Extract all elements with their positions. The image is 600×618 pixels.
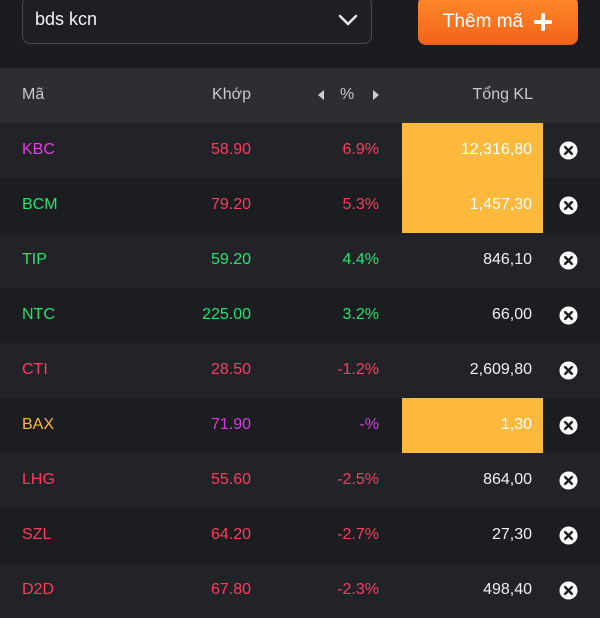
symbol-code[interactable]: CTI: [22, 361, 48, 378]
add-symbol-button[interactable]: Thêm mã: [418, 0, 578, 45]
remove-icon[interactable]: [559, 306, 578, 325]
total-volume: 1,457,30: [469, 196, 532, 213]
symbol-code[interactable]: KBC: [22, 141, 55, 158]
match-price: 67.80: [210, 581, 251, 598]
symbol-code[interactable]: BCM: [22, 196, 58, 213]
total-volume: 2,609,80: [469, 361, 532, 378]
table-row[interactable]: BCM 79.20 5.3% 1,457,30: [0, 178, 600, 233]
header-price[interactable]: Khớp: [212, 86, 251, 103]
table-row[interactable]: BAX 71.90 -% 1,30: [0, 398, 600, 453]
total-volume: 498,40: [483, 581, 532, 598]
match-price: 58.90: [210, 141, 251, 158]
watchlist-select[interactable]: bds kcn: [22, 0, 372, 44]
volume-highlight: [402, 123, 543, 178]
total-volume: 27,30: [491, 526, 532, 543]
table-row[interactable]: KBC 58.90 6.9% 12,316,80: [0, 123, 600, 178]
plus-icon: [534, 12, 553, 31]
match-price: 71.90: [210, 416, 251, 433]
match-price: 64.20: [210, 526, 251, 543]
volume-highlight: [402, 178, 543, 233]
table-row[interactable]: TIP 59.20 4.4% 846,10: [0, 233, 600, 288]
symbol-code[interactable]: LHG: [22, 471, 55, 488]
symbol-code[interactable]: BAX: [22, 416, 55, 433]
header-code[interactable]: Mã: [22, 86, 45, 103]
top-bar: bds kcn Thêm mã: [0, 0, 600, 68]
table-row[interactable]: D2D 67.80 -2.3% 498,40: [0, 563, 600, 618]
volume-highlight: [402, 398, 543, 453]
remove-icon[interactable]: [559, 471, 578, 490]
total-volume: 1,30: [500, 416, 532, 433]
watchlist-select-value: bds kcn: [35, 9, 98, 29]
percent-change: 3.2%: [342, 306, 379, 323]
header-percent[interactable]: %: [340, 86, 355, 103]
table-row[interactable]: LHG 55.60 -2.5% 864,00: [0, 453, 600, 508]
match-price: 28.50: [210, 361, 251, 378]
total-volume: 846,10: [483, 251, 532, 268]
total-volume: 864,00: [483, 471, 532, 488]
remove-icon[interactable]: [559, 251, 578, 270]
percent-change: 5.3%: [342, 196, 379, 213]
match-price: 225.00: [202, 306, 251, 323]
match-price: 79.20: [210, 196, 251, 213]
percent-change: 6.9%: [342, 141, 379, 158]
percent-change: 4.4%: [342, 251, 379, 268]
table-header: Mã Khớp % Tổng KL: [0, 68, 600, 123]
percent-change: -2.7%: [337, 526, 379, 543]
symbol-code[interactable]: NTC: [22, 306, 55, 323]
remove-icon[interactable]: [559, 196, 578, 215]
match-price: 55.60: [210, 471, 251, 488]
total-volume: 66,00: [491, 306, 532, 323]
chevron-down-icon[interactable]: [337, 9, 359, 31]
percent-change: -2.5%: [337, 471, 379, 488]
remove-icon[interactable]: [559, 361, 578, 380]
percent-change: -%: [359, 416, 379, 433]
symbol-code[interactable]: TIP: [22, 251, 47, 268]
table-row[interactable]: CTI 28.50 -1.2% 2,609,80: [0, 343, 600, 398]
header-total-volume[interactable]: Tổng KL: [472, 86, 533, 103]
percent-change: -2.3%: [337, 581, 379, 598]
remove-icon[interactable]: [559, 526, 578, 545]
remove-icon[interactable]: [559, 416, 578, 435]
add-symbol-label: Thêm mã: [442, 10, 524, 32]
symbol-code[interactable]: D2D: [22, 581, 55, 598]
total-volume: 12,316,80: [460, 141, 532, 158]
table-row[interactable]: NTC 225.00 3.2% 66,00: [0, 288, 600, 343]
caret-left-icon[interactable]: [318, 90, 324, 100]
remove-icon[interactable]: [559, 141, 578, 160]
percent-change: -1.2%: [337, 361, 379, 378]
symbol-code[interactable]: SZL: [22, 526, 52, 543]
caret-right-icon[interactable]: [373, 90, 379, 100]
watchlist-table: KBC 58.90 6.9% 12,316,80 BCM 79.20 5.3% 1,457,3…: [0, 123, 600, 618]
remove-icon[interactable]: [559, 581, 578, 600]
table-row[interactable]: SZL 64.20 -2.7% 27,30: [0, 508, 600, 563]
match-price: 59.20: [210, 251, 251, 268]
